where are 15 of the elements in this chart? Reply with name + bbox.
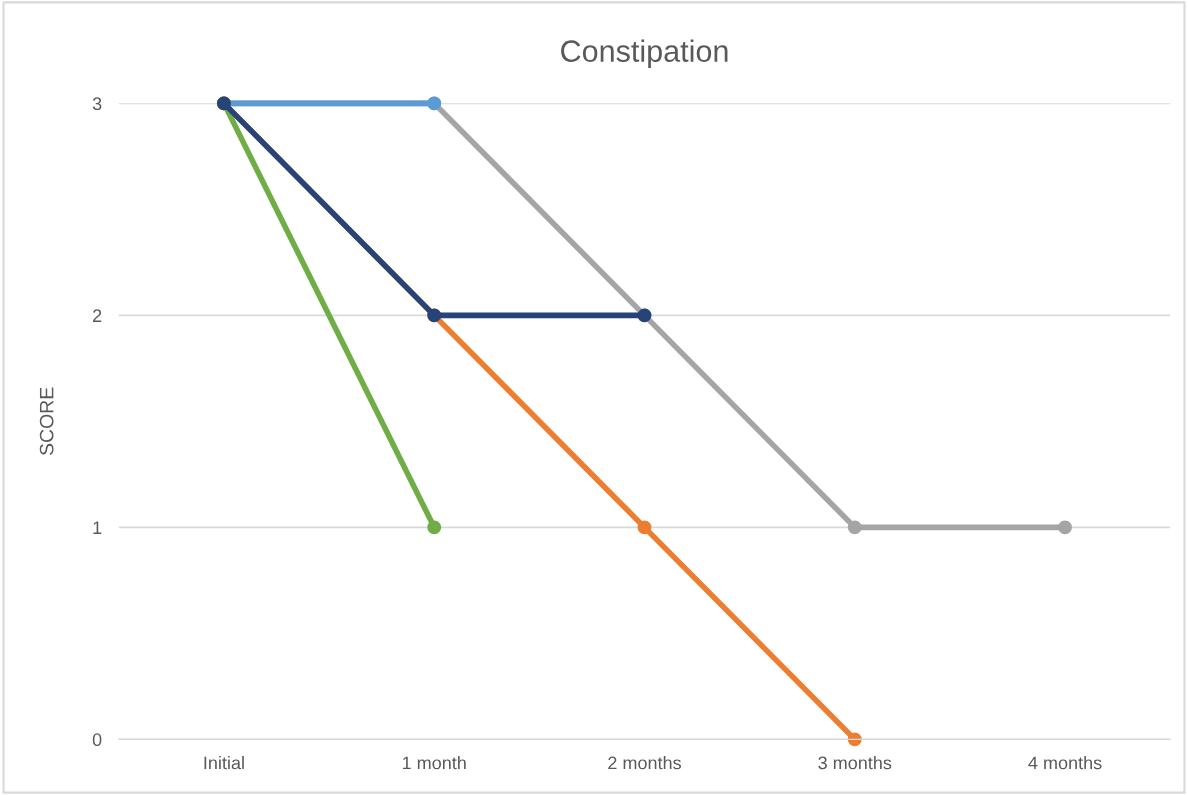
point — [637, 520, 652, 535]
point — [847, 520, 862, 535]
point — [1058, 520, 1072, 535]
y-tick-label: 2 — [93, 309, 102, 322]
y-tick-label: 1 — [93, 521, 102, 534]
x-tick-label: 4 months — [1028, 756, 1102, 770]
chart-title: Constipation — [561, 39, 728, 69]
y-axis-title: SCORE — [39, 387, 54, 456]
y-tick-label: 0 — [92, 733, 102, 747]
point — [427, 520, 442, 535]
y-tick-label: 3 — [92, 97, 102, 111]
x-tick-label: 2 months — [608, 756, 681, 770]
x-tick-label: 1 month — [402, 756, 466, 770]
x-tick-label: 3 months — [818, 756, 892, 770]
x-tick-label: Initial — [204, 756, 244, 770]
